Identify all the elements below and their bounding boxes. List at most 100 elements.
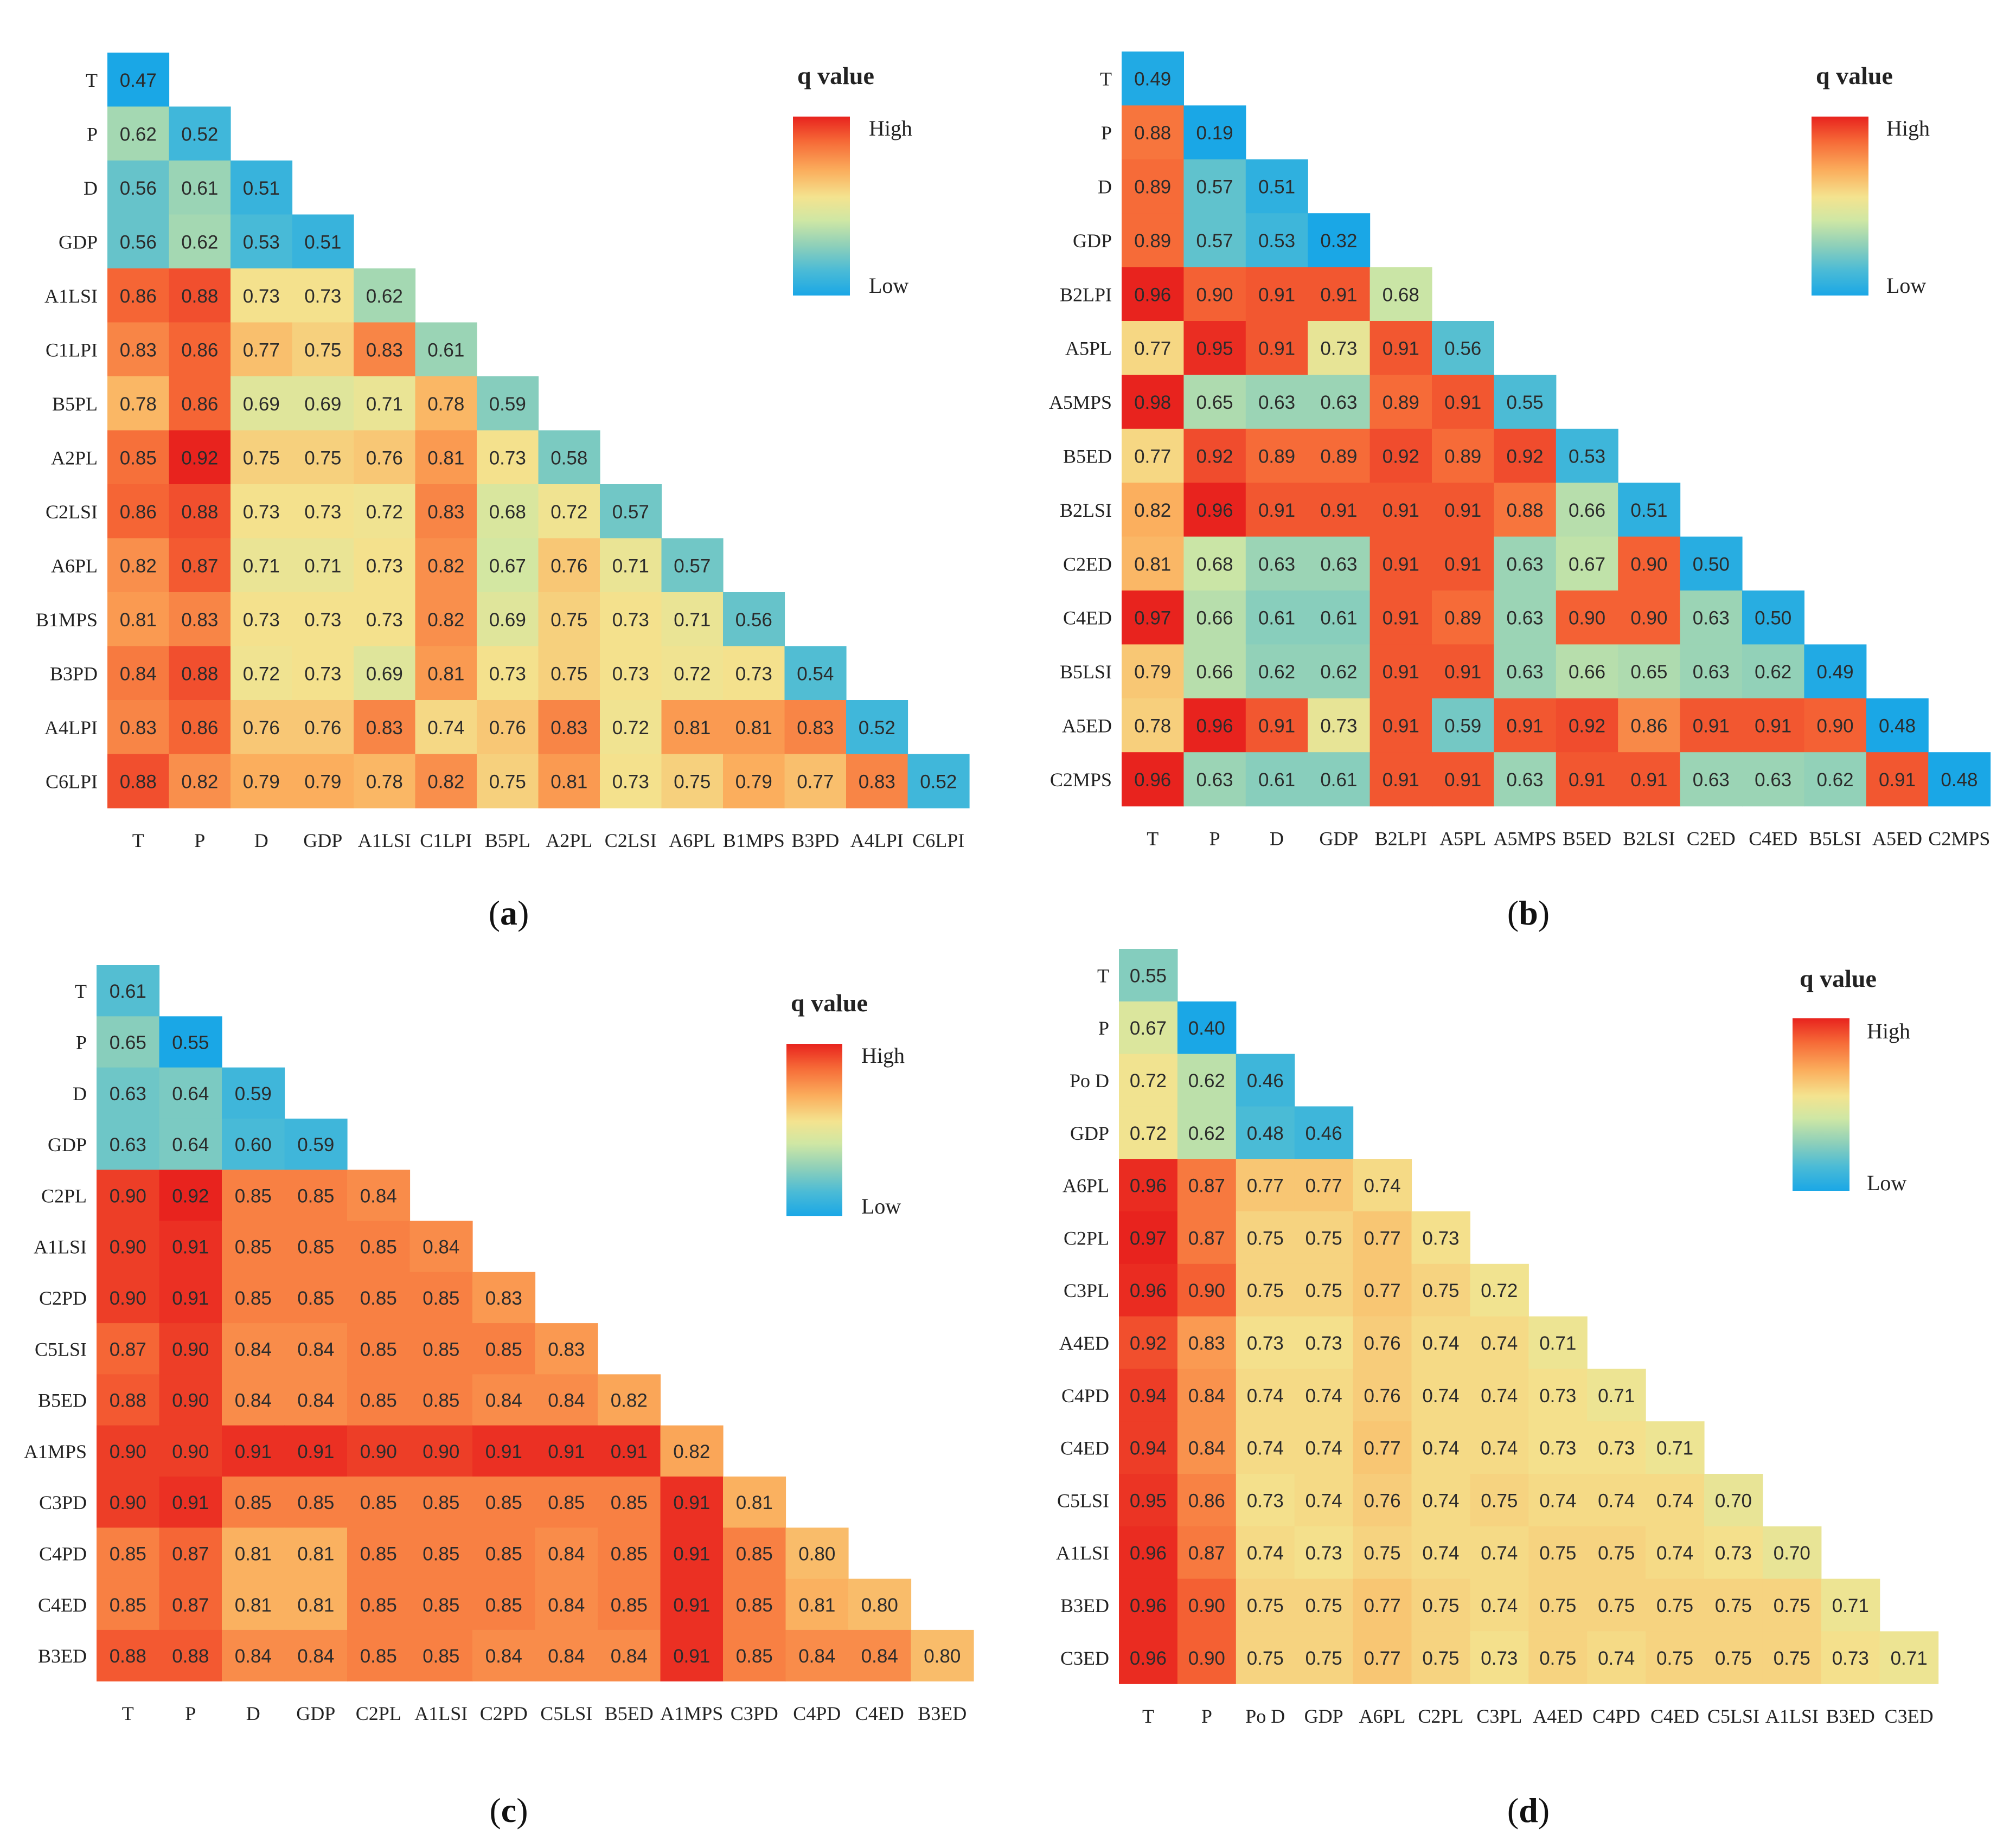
heatmap-cell [159,1323,222,1375]
cell-value-label: 0.90 [1188,1595,1225,1616]
cell-value-label: 0.91 [1444,392,1481,413]
heatmap-cell [97,1067,160,1119]
cell-value-label: 0.73 [1539,1438,1576,1459]
row-label: B3ED [38,1645,87,1667]
heatmap-cell [107,538,170,593]
row-label: C2PL [1064,1227,1109,1249]
cell-value-label: 0.81 [674,717,711,739]
heatmap-cell [1177,1578,1237,1632]
heatmap-cell [159,1067,222,1119]
cell-value-label: 0.75 [304,447,341,468]
cell-value-label: 0.77 [1134,338,1171,360]
cell-value-label: 0.75 [1539,1595,1576,1616]
heatmap-cell [472,1629,536,1681]
cell-value-label: 0.90 [110,1237,146,1258]
column-label: B1MPS [723,830,785,851]
cell-value-label: 0.85 [423,1595,459,1616]
cell-value-label: 0.81 [297,1595,334,1616]
heatmap-cell [107,646,170,701]
cell-value-label: 0.74 [1422,1385,1459,1407]
heatmap-cell [347,1477,411,1528]
heatmap-cell [1411,1316,1470,1369]
row-label: B3ED [1060,1595,1109,1616]
column-label: C4PD [793,1703,841,1724]
heatmap-cell [1236,1578,1295,1632]
heatmap-cell [159,1425,222,1477]
cell-value-label: 0.64 [172,1083,209,1105]
heatmap-cell [415,322,477,377]
cell-value-label: 0.46 [1305,1123,1342,1144]
row-label: T [86,69,98,91]
heatmap-cell [159,1629,222,1681]
cell-value-label: 0.73 [1305,1333,1342,1354]
heatmap-cell [284,1527,348,1580]
cell-value-label: 0.76 [304,717,341,739]
cell-value-label: 0.63 [1507,662,1544,683]
heatmap-cell [1494,752,1557,807]
heatmap-cell [107,106,170,161]
heatmap-cell [1122,644,1184,699]
column-label: A1LSI [358,830,411,851]
heatmap-cell [1618,752,1681,807]
column-labels: T P Po D GDP A6PL C2PL C3PL A4ED C4PD C4ED C5LSI A1… [1142,1705,1934,1727]
heatmap-cell [1119,1526,1178,1580]
heatmap-cell [784,754,847,808]
heatmap-cell [415,754,477,808]
panel-b: 0.49 0.88 0.19 0.89 0.57 0.51 0.89 0.57 0.53 0.32… [1049,52,1991,932]
cell-value-label: 0.96 [1196,500,1233,521]
heatmap-cell [785,1578,849,1631]
cell-value-label: 0.84 [235,1646,272,1667]
row-label: C5LSI [35,1338,87,1360]
heatmap-cell [723,1578,786,1631]
heatmap-cell [354,484,416,539]
heatmap-cell [1177,1263,1237,1317]
cell-value-label: 0.85 [297,1492,334,1513]
heatmap-cell [1369,698,1432,753]
cell-value-label: 0.90 [1188,1648,1225,1669]
heatmap-cell [284,1374,348,1426]
row-label: B1MPS [36,609,98,631]
heatmap-cell [1494,536,1557,591]
heatmap-cell [1308,375,1371,429]
cell-value-label: 0.73 [1247,1490,1284,1511]
heatmap-cell [1804,698,1867,753]
legend: q value High Low [1812,62,1930,298]
heatmap-cell [660,1527,724,1580]
legend-color-bar [793,117,850,296]
cell-value-label: 0.63 [1320,392,1357,413]
heatmap-cell [284,1425,348,1477]
cell-value-label: 0.91 [1444,500,1481,521]
legend-low-label: Low [869,273,908,298]
cell-value-label: 0.85 [360,1339,397,1360]
cell-value-label: 0.85 [485,1339,522,1360]
cell-value-label: 0.72 [612,717,649,739]
cell-value-label: 0.59 [297,1134,334,1156]
cell-value-label: 0.75 [1422,1280,1459,1301]
heatmap-cell [1353,1526,1412,1580]
panel-caption: (c) [489,1791,528,1830]
heatmap-cell [538,592,600,647]
heatmap-cell [409,1578,473,1631]
heatmap-cell [472,1477,536,1528]
heatmap-cell [222,1067,285,1119]
heatmap-cell [222,1578,285,1631]
heatmap-cell [1183,644,1246,699]
cell-value-label: 0.85 [736,1595,773,1616]
column-label: B5PL [485,830,530,851]
cell-value-label: 0.83 [427,502,464,523]
heatmap-cell [1804,644,1867,699]
cell-value-label: 0.56 [735,609,772,631]
column-label: B2LPI [1375,828,1427,850]
cell-value-label: 0.81 [798,1595,835,1616]
heatmap-cell [284,1272,348,1324]
heatmap-cell [169,214,231,269]
cell-value-label: 0.55 [172,1032,209,1053]
cell-value-label: 0.71 [243,555,280,576]
heatmap-cell [169,106,231,161]
heatmap-cell [784,700,847,755]
heatmap-cell [1119,1421,1178,1474]
heatmap-cell [1742,644,1804,699]
cell-value-label: 0.63 [1507,554,1544,575]
heatmap-cell [1646,1578,1705,1632]
cell-value-label: 0.71 [674,609,711,631]
